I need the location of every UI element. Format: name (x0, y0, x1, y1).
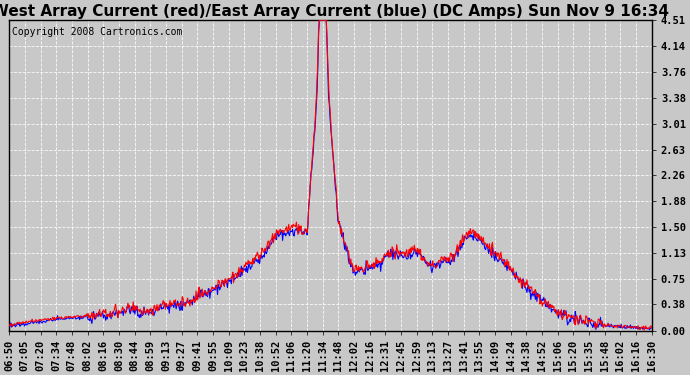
Text: Copyright 2008 Cartronics.com: Copyright 2008 Cartronics.com (12, 27, 183, 36)
Title: West Array Current (red)/East Array Current (blue) (DC Amps) Sun Nov 9 16:34: West Array Current (red)/East Array Curr… (0, 4, 669, 19)
